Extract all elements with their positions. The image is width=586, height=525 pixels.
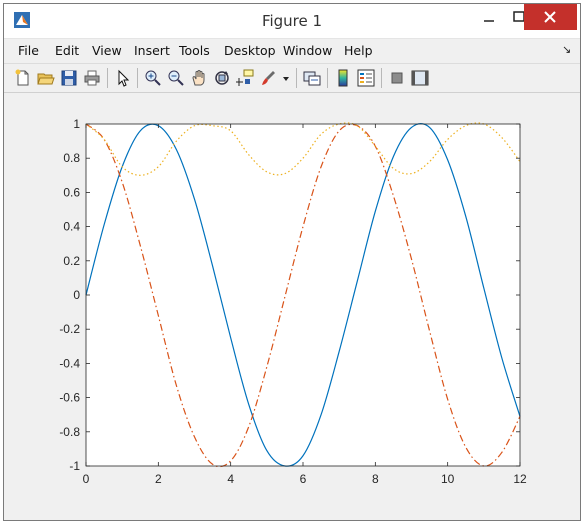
close-icon (544, 11, 556, 23)
y-tick-label: 1 (73, 117, 80, 131)
y-tick-label: 0.8 (63, 151, 80, 165)
y-tick-label: 0.6 (63, 185, 80, 199)
menu-view[interactable]: View (92, 43, 122, 58)
series-dotted-line[interactable] (85, 122, 521, 176)
link-plot-icon[interactable] (303, 69, 321, 87)
window-title: Figure 1 (261, 12, 323, 30)
y-tick-label: 0.4 (63, 220, 80, 234)
figure-canvas[interactable]: 0 2 4 6 8 10 12 1 0.8 0.6 0.4 0.2 0 -0.2 -0.4 -0.6 -0.8 -… (12, 94, 572, 512)
zoom-out-icon[interactable] (167, 69, 185, 87)
menu-bar: File Edit View Insert Tools Desktop Wind… (4, 39, 580, 63)
legend-icon[interactable] (357, 69, 375, 87)
menu-insert[interactable]: Insert (134, 43, 170, 58)
figure-toolbar (4, 63, 580, 93)
toolbar-separator (296, 68, 297, 88)
brush-dropdown-icon[interactable] (281, 69, 291, 87)
series-dashdot-line[interactable] (85, 123, 521, 468)
matlab-logo-icon (14, 12, 30, 28)
x-tick-label: 0 (83, 472, 90, 486)
new-figure-icon[interactable] (14, 69, 32, 87)
x-tick-label: 8 (372, 472, 379, 486)
figure-window: Figure 1 File Edit View Insert Tools Des… (3, 3, 581, 521)
hide-plot-tools-icon[interactable] (388, 69, 406, 87)
y-tick-label: 0.2 (63, 254, 80, 268)
maximize-icon (513, 11, 525, 22)
data-cursor-icon[interactable] (236, 69, 254, 87)
axes-background (86, 124, 520, 466)
menu-window[interactable]: Window (283, 43, 333, 58)
dock-arrow-icon[interactable]: ↘ (562, 43, 572, 56)
zoom-in-icon[interactable] (144, 69, 162, 87)
y-tick-label: 0 (73, 288, 80, 302)
x-tick-label: 2 (155, 472, 162, 486)
axes[interactable]: 0 2 4 6 8 10 12 1 0.8 0.6 0.4 0.2 0 -0.2 -0.4 -0.6 -0.8 -… (12, 94, 572, 512)
title-bar[interactable]: Figure 1 (4, 4, 580, 39)
menu-file[interactable]: File (18, 43, 39, 58)
toolbar-separator (327, 68, 328, 88)
y-tick-label: -0.6 (59, 391, 80, 405)
show-plot-tools-icon[interactable] (411, 69, 429, 87)
y-tick-label: -0.2 (59, 322, 80, 336)
toolbar-separator (381, 68, 382, 88)
menu-edit[interactable]: Edit (55, 43, 80, 58)
y-tick-label: -0.4 (59, 356, 80, 370)
save-icon[interactable] (60, 69, 78, 87)
menu-tools[interactable]: Tools (179, 43, 210, 58)
pan-hand-icon[interactable] (190, 69, 208, 87)
y-tick-label: -0.8 (59, 425, 80, 439)
toolbar-separator (107, 68, 108, 88)
menu-help[interactable]: Help (344, 43, 373, 58)
x-tick-label: 4 (227, 472, 234, 486)
colorbar-icon[interactable] (334, 69, 352, 87)
y-tick-label: -1 (69, 459, 80, 473)
print-icon[interactable] (83, 69, 101, 87)
close-button[interactable] (524, 4, 577, 30)
minimize-button[interactable] (474, 4, 504, 30)
rotate-3d-icon[interactable] (213, 69, 231, 87)
open-file-icon[interactable] (37, 69, 55, 87)
x-tick-label: 6 (300, 472, 307, 486)
brush-icon[interactable] (259, 69, 277, 87)
menu-desktop[interactable]: Desktop (224, 43, 276, 58)
x-tick-label: 12 (513, 472, 527, 486)
x-tick-label: 10 (441, 472, 455, 486)
toolbar-separator (137, 68, 138, 88)
select-arrow-icon[interactable] (114, 69, 132, 87)
